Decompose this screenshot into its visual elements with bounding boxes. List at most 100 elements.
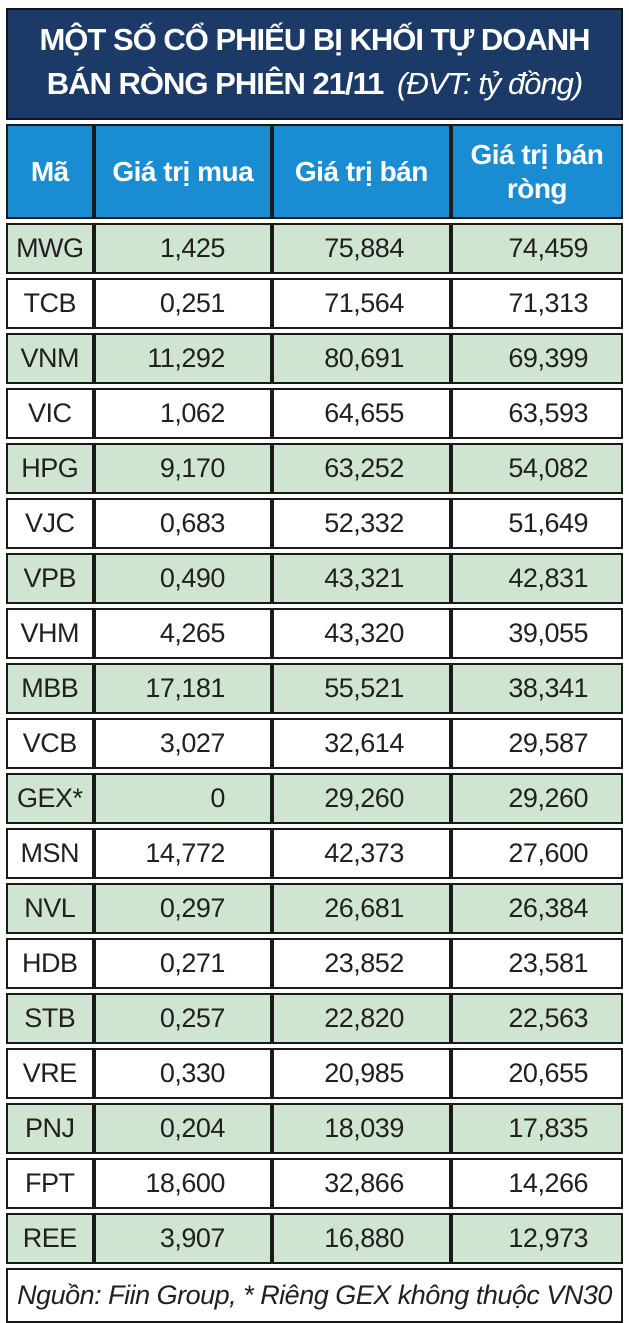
value-cell: 11,292 (93, 333, 272, 385)
stock-code-cell: NVL (6, 883, 94, 935)
value-cell: 80,691 (271, 333, 451, 385)
table-row: VPB 0,490 43,321 42,831 (6, 553, 623, 605)
table-row: VHM 4,265 43,320 39,055 (6, 608, 623, 660)
value-cell: 0,490 (93, 553, 272, 605)
title-line-2: BÁN RÒNG PHIÊN 21/11 (ĐVT: tỷ đồng) (10, 62, 619, 106)
value-cell: 63,252 (271, 443, 451, 495)
table-row: TCB 0,251 71,564 71,313 (6, 278, 623, 330)
value-cell: 0 (93, 773, 272, 825)
value-cell: 64,655 (271, 388, 451, 440)
value-cell: 18,600 (93, 1158, 272, 1210)
stock-code-cell: REE (6, 1213, 94, 1265)
value-cell: 14,772 (93, 828, 272, 880)
column-header-buy-value: Giá trị mua (93, 124, 272, 220)
value-cell: 9,170 (93, 443, 272, 495)
value-cell: 71,313 (450, 278, 623, 330)
value-cell: 18,039 (271, 1103, 451, 1155)
stock-code-cell: VRE (6, 1048, 94, 1100)
value-cell: 20,655 (450, 1048, 623, 1100)
stock-code-cell: MWG (6, 223, 94, 275)
table-row: NVL 0,297 26,681 26,384 (6, 883, 623, 935)
value-cell: 32,866 (271, 1158, 451, 1210)
table-row: MSN 14,772 42,373 27,600 (6, 828, 623, 880)
stock-code-cell: HPG (6, 443, 94, 495)
header-row: Mã Giá trị mua Giá trị bán Giá trị bán r… (6, 124, 623, 220)
table-row: STB 0,257 22,820 22,563 (6, 993, 623, 1045)
value-cell: 4,265 (93, 608, 272, 660)
value-cell: 1,062 (93, 388, 272, 440)
table-row: PNJ 0,204 18,039 17,835 (6, 1103, 623, 1155)
value-cell: 38,341 (450, 663, 623, 715)
value-cell: 3,907 (93, 1213, 272, 1265)
value-cell: 75,884 (271, 223, 451, 275)
stock-code-cell: VNM (6, 333, 94, 385)
value-cell: 42,831 (450, 553, 623, 605)
stock-code-cell: PNJ (6, 1103, 94, 1155)
infographic: MỘT SỐ CỔ PHIẾU BỊ KHỐI TỰ DOANH BÁN RÒN… (6, 8, 623, 1323)
table-row: FPT 18,600 32,866 14,266 (6, 1158, 623, 1210)
value-cell: 26,681 (271, 883, 451, 935)
table-row: VRE 0,330 20,985 20,655 (6, 1048, 623, 1100)
value-cell: 29,260 (271, 773, 451, 825)
title-block: MỘT SỐ CỔ PHIẾU BỊ KHỐI TỰ DOANH BÁN RÒN… (6, 8, 623, 121)
value-cell: 43,320 (271, 608, 451, 660)
value-cell: 0,251 (93, 278, 272, 330)
value-cell: 23,581 (450, 938, 623, 990)
title-line-1: MỘT SỐ CỔ PHIẾU BỊ KHỐI TỰ DOANH (39, 22, 590, 57)
column-header-sell-value: Giá trị bán (271, 124, 451, 220)
value-cell: 43,321 (271, 553, 451, 605)
value-cell: 29,587 (450, 718, 623, 770)
value-cell: 0,204 (93, 1103, 272, 1155)
value-cell: 26,384 (450, 883, 623, 935)
stock-code-cell: MBB (6, 663, 94, 715)
unit-note: (ĐVT: tỷ đồng) (396, 66, 583, 102)
stock-code-cell: HDB (6, 938, 94, 990)
value-cell: 0,330 (93, 1048, 272, 1100)
value-cell: 42,373 (271, 828, 451, 880)
title-line-2-main: BÁN RÒNG PHIÊN 21/11 (46, 66, 385, 102)
value-cell: 69,399 (450, 333, 623, 385)
value-cell: 52,332 (271, 498, 451, 550)
value-cell: 20,985 (271, 1048, 451, 1100)
value-cell: 23,852 (271, 938, 451, 990)
table-row: REE 3,907 16,880 12,973 (6, 1213, 623, 1265)
table-row: VIC 1,062 64,655 63,593 (6, 388, 623, 440)
stock-code-cell: VPB (6, 553, 94, 605)
value-cell: 14,266 (450, 1158, 623, 1210)
value-cell: 74,459 (450, 223, 623, 275)
column-header-net-sell-value: Giá trị bán ròng (450, 124, 623, 220)
value-cell: 12,973 (450, 1213, 623, 1265)
table-row: MWG 1,425 75,884 74,459 (6, 223, 623, 275)
value-cell: 63,593 (450, 388, 623, 440)
table-row: VNM 11,292 80,691 69,399 (6, 333, 623, 385)
stocks-table: Mã Giá trị mua Giá trị bán Giá trị bán r… (6, 120, 623, 1268)
stock-code-cell: VIC (6, 388, 94, 440)
value-cell: 0,683 (93, 498, 272, 550)
value-cell: 39,055 (450, 608, 623, 660)
value-cell: 71,564 (271, 278, 451, 330)
stock-code-cell: FPT (6, 1158, 94, 1210)
table-row: HDB 0,271 23,852 23,581 (6, 938, 623, 990)
table-row: HPG 9,170 63,252 54,082 (6, 443, 623, 495)
source-note: Nguồn: Fiin Group, * Riêng GEX không thu… (6, 1268, 623, 1323)
value-cell: 17,181 (93, 663, 272, 715)
value-cell: 0,271 (93, 938, 272, 990)
value-cell: 22,820 (271, 993, 451, 1045)
value-cell: 0,257 (93, 993, 272, 1045)
column-header-code: Mã (6, 124, 94, 220)
stock-code-cell: GEX* (6, 773, 94, 825)
table-row: GEX* 0 29,260 29,260 (6, 773, 623, 825)
value-cell: 3,027 (93, 718, 272, 770)
table-body: MWG 1,425 75,884 74,459 TCB 0,251 71,564 71,313… (6, 223, 623, 1265)
value-cell: 27,600 (450, 828, 623, 880)
stock-code-cell: TCB (6, 278, 94, 330)
value-cell: 0,297 (93, 883, 272, 935)
stock-code-cell: STB (6, 993, 94, 1045)
value-cell: 16,880 (271, 1213, 451, 1265)
table-row: VJC 0,683 52,332 51,649 (6, 498, 623, 550)
value-cell: 55,521 (271, 663, 451, 715)
table-row: VCB 3,027 32,614 29,587 (6, 718, 623, 770)
value-cell: 22,563 (450, 993, 623, 1045)
stock-code-cell: MSN (6, 828, 94, 880)
stock-code-cell: VJC (6, 498, 94, 550)
